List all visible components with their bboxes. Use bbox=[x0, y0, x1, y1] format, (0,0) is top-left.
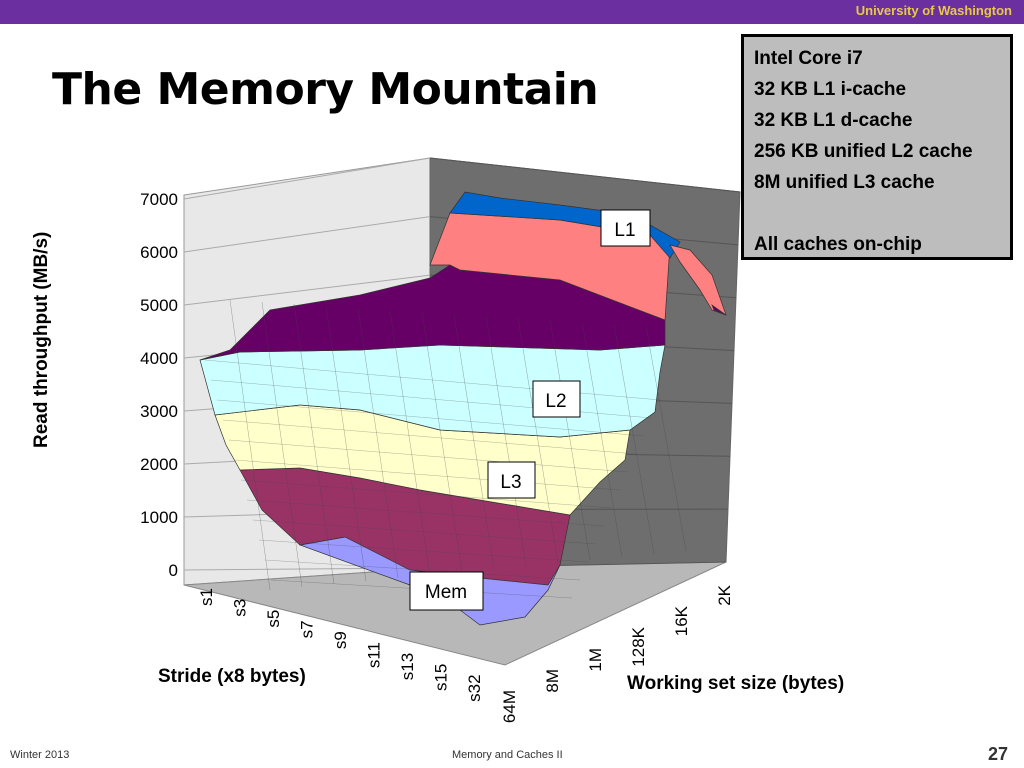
callout-l1: L1 bbox=[600, 209, 651, 247]
mesh-line bbox=[485, 315, 527, 567]
info-line bbox=[754, 198, 1000, 229]
slide-title: The Memory Mountain bbox=[52, 64, 599, 115]
size-tick-label: 64M bbox=[500, 690, 519, 723]
grid-line bbox=[429, 157, 741, 193]
stride-tick-label: s15 bbox=[432, 664, 451, 691]
mesh-line bbox=[229, 299, 271, 591]
mesh-line bbox=[389, 309, 431, 576]
mesh-line bbox=[453, 313, 495, 570]
z-tick-label: 5000 bbox=[140, 296, 178, 315]
stride-tick-label: s13 bbox=[398, 653, 417, 680]
mesh-line bbox=[222, 419, 637, 455]
mesh-line bbox=[240, 479, 613, 509]
callout-l2: L2 bbox=[532, 380, 581, 418]
info-line: Intel Core i7 bbox=[754, 48, 863, 69]
stride-tick-label: s11 bbox=[365, 642, 384, 668]
z-tick-label: 3000 bbox=[140, 402, 178, 421]
mesh-line bbox=[293, 303, 335, 585]
grid-line bbox=[183, 157, 431, 200]
mesh-line bbox=[228, 439, 629, 473]
footer-topic: Memory and Caches II bbox=[452, 749, 563, 761]
grid-line bbox=[183, 216, 431, 253]
mesh-line bbox=[261, 301, 303, 588]
info-line: All caches on-chip bbox=[754, 234, 922, 255]
stride-tick-label: s1 bbox=[197, 588, 216, 606]
x-axis-title: Stride (x8 bytes) bbox=[158, 666, 306, 687]
cpu-info-box: Intel Core i7 32 KB L1 i-cache 32 KB L1 … bbox=[741, 34, 1013, 260]
callout-l1-label: L1 bbox=[614, 220, 635, 241]
size-tick-label: 16K bbox=[672, 605, 691, 636]
info-line: 32 KB L1 d-cache bbox=[754, 110, 913, 131]
z-tick-label: 1000 bbox=[140, 508, 178, 527]
mesh-line bbox=[252, 519, 597, 545]
z-tick-label: 7000 bbox=[140, 190, 178, 209]
callout-l3-label: L3 bbox=[500, 472, 521, 493]
z-axis-title: Read throughput (MB/s) bbox=[31, 232, 52, 448]
callout-mem: Mem bbox=[409, 571, 484, 611]
page-number: 27 bbox=[987, 744, 1008, 764]
stride-tick-label: s32 bbox=[465, 674, 484, 701]
stride-tick-label: s9 bbox=[331, 631, 350, 649]
callout-mem-label: Mem bbox=[425, 582, 467, 603]
z-tick-label: 2000 bbox=[140, 455, 178, 474]
mesh-line bbox=[264, 559, 581, 581]
mesh-line bbox=[325, 305, 367, 582]
mesh-line bbox=[234, 459, 621, 491]
info-line: 256 KB unified L2 cache bbox=[754, 141, 973, 162]
header-bar: University of Washington bbox=[0, 0, 1024, 24]
mesh-line bbox=[421, 311, 463, 573]
callout-l3: L3 bbox=[487, 461, 536, 499]
info-line: 8M unified L3 cache bbox=[754, 172, 935, 193]
mesh-line bbox=[549, 319, 591, 561]
size-tick-label: 8M bbox=[543, 669, 562, 693]
z-tick-label: 4000 bbox=[140, 349, 178, 368]
mesh-line bbox=[645, 325, 687, 552]
mesh-line bbox=[613, 323, 655, 555]
info-line: 32 KB L1 i-cache bbox=[754, 79, 907, 100]
org-name: University of Washington bbox=[855, 3, 1012, 18]
size-tick-label: 1M bbox=[586, 648, 605, 672]
mesh-line bbox=[204, 359, 661, 401]
surface-tail bbox=[669, 244, 727, 316]
size-tick-label: 2K bbox=[715, 584, 734, 605]
surface-tail-tip bbox=[711, 304, 727, 316]
mesh-line bbox=[581, 321, 623, 558]
mesh-line bbox=[357, 307, 399, 579]
z-tick-label: 0 bbox=[169, 561, 178, 580]
mesh-line bbox=[258, 539, 589, 563]
footer-term: Winter 2013 bbox=[10, 749, 70, 761]
y-axis-title: Working set size (bytes) bbox=[627, 673, 844, 694]
stride-tick-label: s3 bbox=[231, 599, 250, 617]
stride-tick-label: s7 bbox=[298, 620, 317, 638]
grid-line bbox=[183, 274, 431, 306]
mesh-line bbox=[246, 499, 605, 527]
mesh-line bbox=[216, 399, 645, 437]
callout-l2-label: L2 bbox=[545, 391, 566, 412]
z-tick-label: 6000 bbox=[140, 243, 178, 262]
size-tick-label: 128K bbox=[629, 626, 648, 666]
stride-tick-label: s5 bbox=[264, 610, 283, 628]
